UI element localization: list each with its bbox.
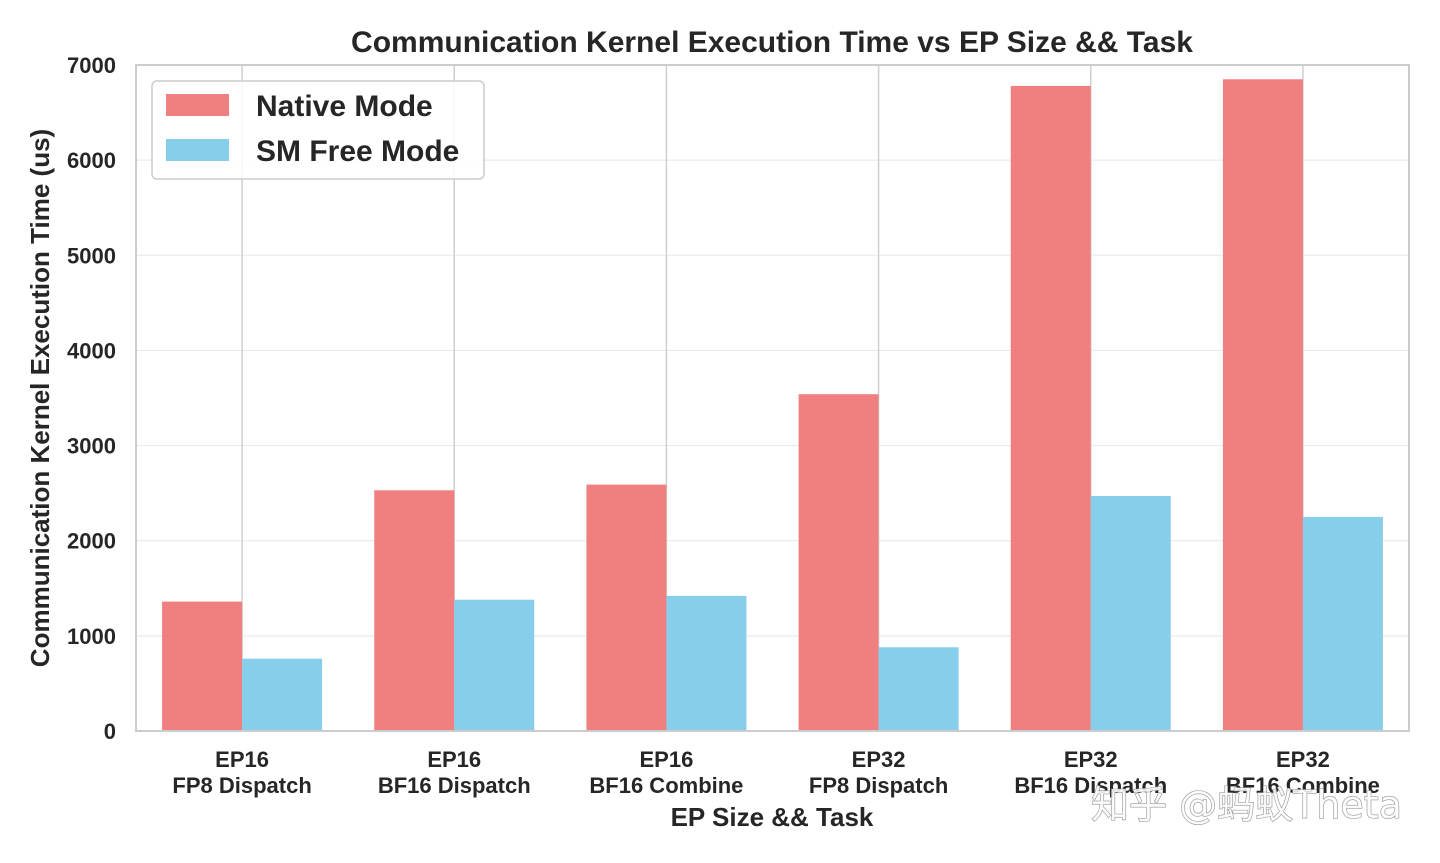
x-tick-label: FP8 Dispatch — [172, 773, 311, 798]
x-tick-label: EP32 — [1276, 747, 1330, 772]
legend-swatch — [166, 94, 229, 116]
legend-label: Native Mode — [256, 90, 433, 123]
watermark: 知乎 @蚂蚁Theta — [1091, 783, 1402, 827]
bar-native-mode — [1010, 85, 1091, 732]
bar-native-mode — [162, 601, 243, 731]
x-tick-label: EP32 — [852, 747, 906, 772]
x-tick-label: EP16 — [640, 747, 694, 772]
y-tick-label: 1000 — [67, 624, 116, 649]
x-tick-label: EP16 — [427, 747, 481, 772]
legend-box — [151, 80, 485, 180]
legend-swatch — [166, 139, 229, 161]
bar-native-mode — [586, 484, 667, 731]
plot-frame — [135, 64, 1410, 732]
y-axis-ticks: 0 1000 2000 3000 4000 5000 6000 7000 — [67, 53, 116, 744]
y-tick-label: 6000 — [67, 148, 116, 173]
bar-sm-free-mode — [1090, 495, 1171, 731]
bar-native-mode — [374, 490, 455, 731]
bar-sm-free-mode — [878, 647, 959, 731]
chart-title: Communication Kernel Execution Time vs E… — [351, 26, 1193, 59]
bar-sm-free-mode — [454, 599, 535, 731]
x-tick-label: EP32 — [1064, 747, 1118, 772]
y-tick-label: 7000 — [67, 53, 116, 78]
y-tick-label: 5000 — [67, 243, 116, 268]
x-tick-label: BF16 Combine — [589, 773, 743, 798]
y-axis-label: Communication Kernel Execution Time (us) — [25, 129, 55, 667]
legend-label: SM Free Mode — [256, 135, 459, 168]
y-tick-label: 3000 — [67, 434, 116, 459]
x-tick-label: BF16 Combine — [1226, 773, 1380, 798]
x-tick-label: FP8 Dispatch — [809, 773, 948, 798]
y-tick-label: 2000 — [67, 529, 116, 554]
x-tick-label: EP16 — [215, 747, 269, 772]
bar-sm-free-mode — [666, 595, 747, 731]
bars — [162, 79, 1383, 732]
legend: Native Mode SM Free Mode — [151, 80, 485, 180]
x-tick-label: BF16 Dispatch — [378, 773, 531, 798]
bar-native-mode — [1222, 79, 1303, 732]
y-tick-label: 0 — [104, 719, 116, 744]
x-tick-label: BF16 Dispatch — [1014, 773, 1167, 798]
y-tick-label: 4000 — [67, 338, 116, 363]
bar-native-mode — [798, 394, 879, 731]
bar-sm-free-mode — [242, 658, 323, 731]
x-axis-label: EP Size && Task — [671, 802, 874, 832]
bar-sm-free-mode — [1302, 516, 1383, 731]
